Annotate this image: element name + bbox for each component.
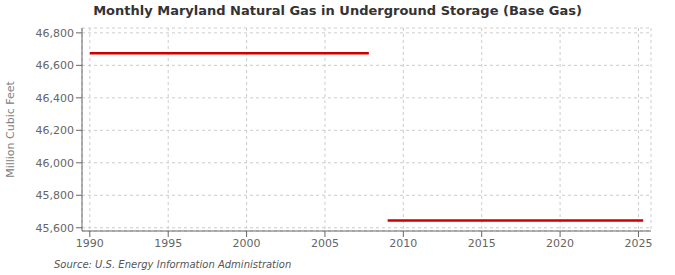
- svg-text:Million Cubic Feet: Million Cubic Feet: [8, 80, 17, 177]
- svg-text:2000: 2000: [233, 237, 261, 250]
- svg-text:46,200: 46,200: [36, 124, 75, 137]
- svg-text:46,400: 46,400: [36, 92, 75, 105]
- svg-text:45,600: 45,600: [36, 222, 75, 235]
- svg-text:46,800: 46,800: [36, 27, 75, 40]
- svg-text:46,000: 46,000: [36, 157, 75, 170]
- svg-text:2005: 2005: [311, 237, 339, 250]
- svg-text:1995: 1995: [154, 237, 182, 250]
- svg-text:2015: 2015: [468, 237, 496, 250]
- svg-text:2020: 2020: [546, 237, 574, 250]
- svg-text:1990: 1990: [76, 237, 104, 250]
- html-text:Monthly Maryland Natural Gas i: Monthly Maryland Natural Gas in Undergro…: [93, 3, 582, 18]
- svg-text:45,800: 45,800: [36, 189, 75, 202]
- svg-text:2010: 2010: [389, 237, 417, 250]
- svg-text:46,600: 46,600: [36, 59, 75, 72]
- html-text:Source: U.S. Energy Informatio: Source: U.S. Energy Information Administ…: [54, 259, 292, 270]
- svg-text:2025: 2025: [624, 237, 652, 250]
